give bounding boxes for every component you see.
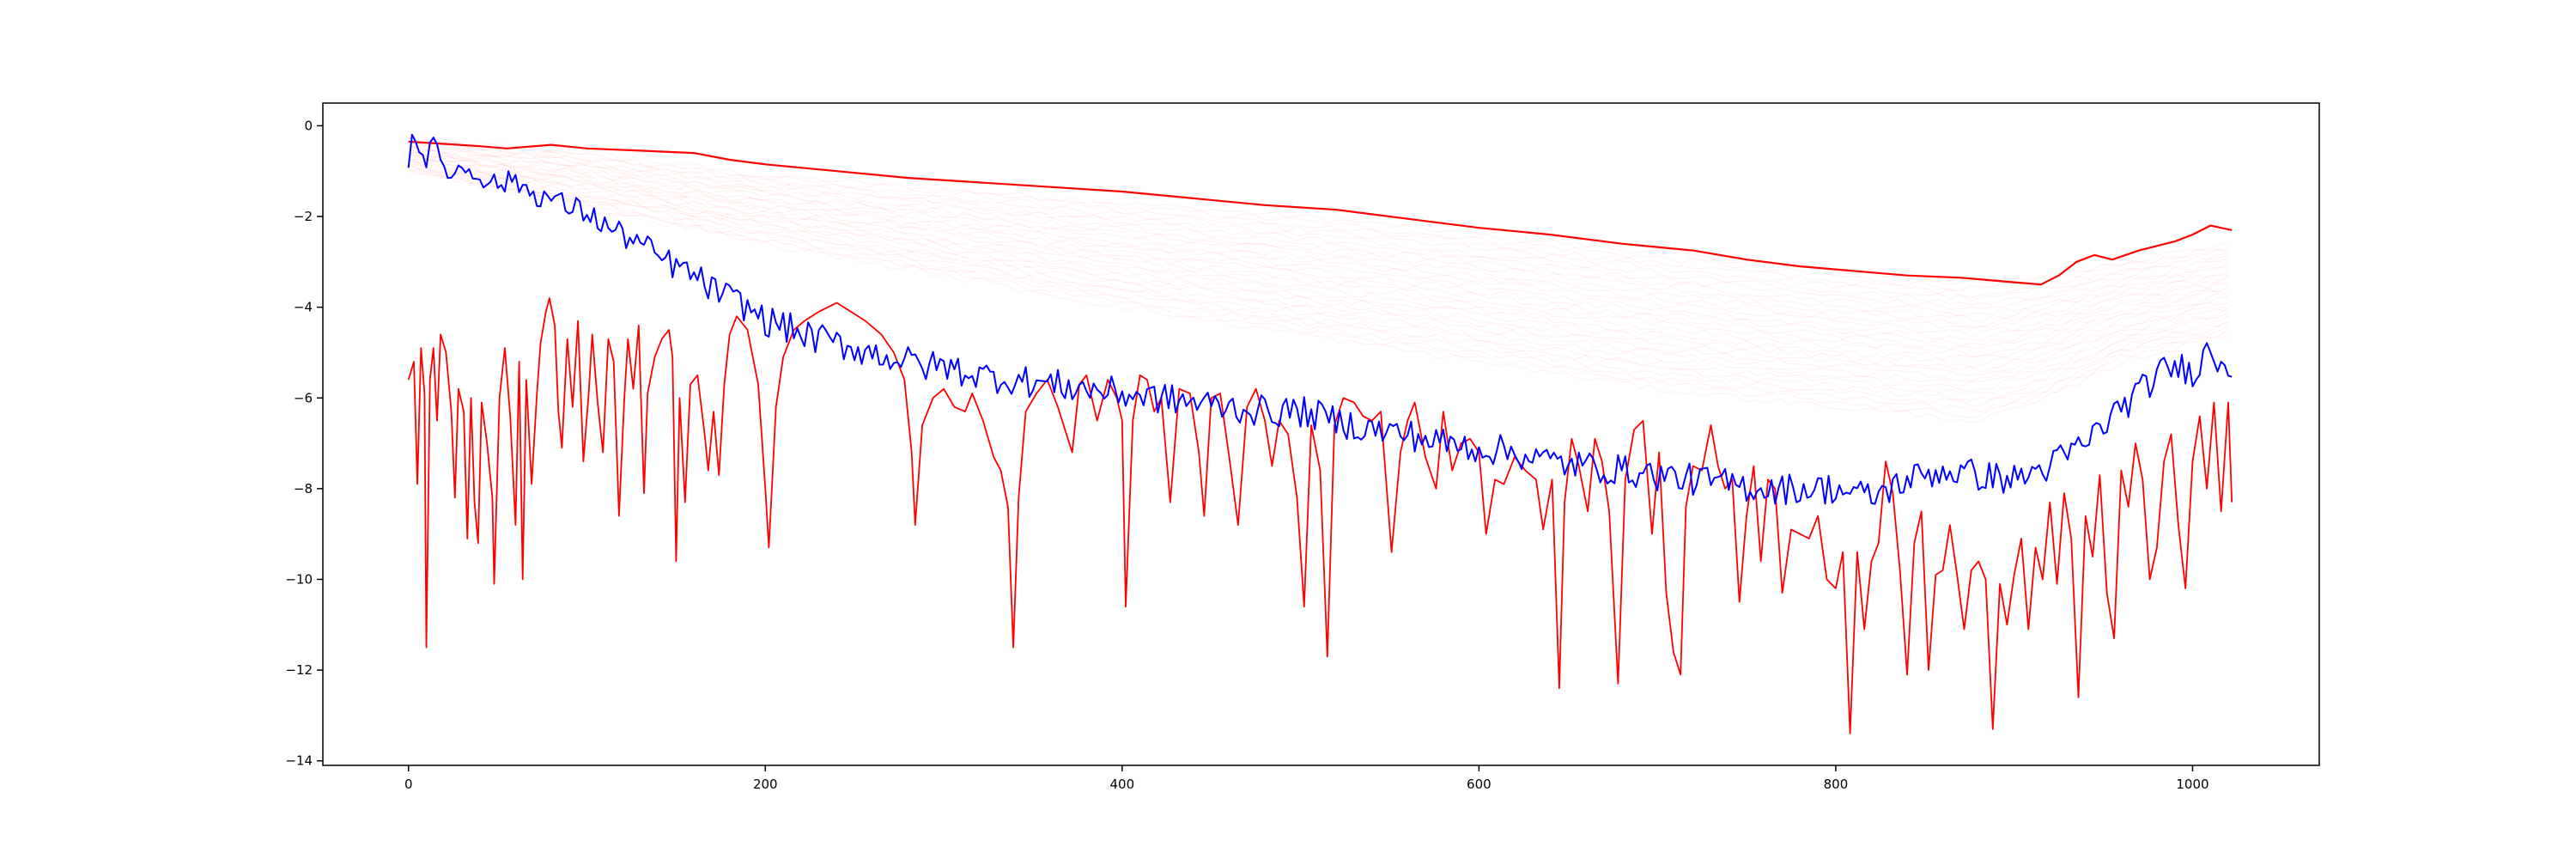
x-tick-label: 200 (753, 777, 778, 792)
band-line (408, 137, 2229, 285)
band-line (408, 143, 2229, 317)
band-line (408, 149, 2229, 330)
band-line (408, 162, 2229, 387)
y-tick-label: 0 (304, 118, 313, 133)
band-line (408, 143, 2229, 323)
band-line (408, 154, 2229, 361)
band-line (408, 142, 2229, 306)
x-tick-label: 800 (1824, 777, 1849, 792)
plot-frame (322, 102, 2320, 766)
series-line-2 (407, 297, 2233, 734)
band-line (408, 161, 2229, 393)
y-tick-label: −4 (294, 300, 313, 315)
band-line (408, 171, 2229, 413)
band-line (408, 140, 2229, 302)
series-line-1 (408, 140, 2233, 286)
y-tick-label: −10 (285, 571, 313, 587)
band-line (408, 166, 2229, 407)
band-line (408, 148, 2229, 327)
band-line (408, 158, 2229, 376)
band-line (408, 169, 2229, 423)
x-tick-label: 400 (1110, 777, 1135, 792)
x-tick-label: 0 (404, 777, 413, 792)
band-line (408, 154, 2229, 358)
band-line (408, 158, 2229, 374)
series-group (407, 133, 2233, 734)
band-line (408, 158, 2229, 381)
y-tick-label: −6 (294, 390, 313, 405)
band-line (408, 138, 2229, 298)
x-axis: 0 200 400 600 800 1000 (404, 765, 2209, 792)
y-axis: 0 −2 −4 −6 −8 −10 −12 −14 (285, 118, 323, 769)
y-tick-label: −12 (285, 662, 313, 678)
band-line (408, 168, 2229, 419)
background-band (408, 137, 2229, 423)
band-line (408, 147, 2229, 337)
x-tick-label: 600 (1467, 777, 1492, 792)
band-line (408, 156, 2229, 369)
band-line (408, 151, 2229, 347)
x-tick-label: 1000 (2176, 777, 2208, 792)
band-line (408, 163, 2229, 401)
band-line (408, 152, 2229, 341)
band-line (408, 163, 2229, 394)
y-tick-label: −8 (294, 481, 313, 497)
y-tick-label: −2 (294, 209, 313, 224)
band-line (408, 144, 2229, 310)
band-line (408, 138, 2229, 291)
series-line-3 (407, 133, 2233, 505)
band-line (408, 154, 2229, 350)
y-tick-label: −14 (285, 753, 313, 769)
